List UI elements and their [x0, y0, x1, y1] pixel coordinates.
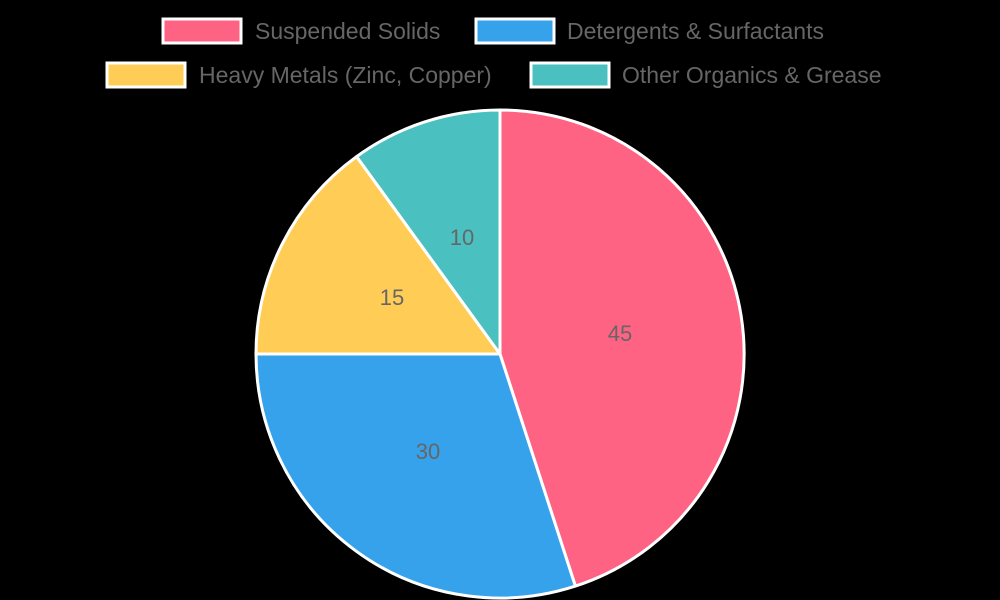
slice-heavy-metals[interactable] — [254, 155, 502, 356]
slice-other-organics[interactable] — [355, 108, 502, 356]
legend-swatch — [105, 61, 187, 89]
legend-label: Detergents & Surfactants — [567, 18, 824, 44]
legend-item-other-organics[interactable]: Other Organics & Grease — [529, 61, 882, 89]
legend-label: Other Organics & Grease — [622, 62, 882, 88]
legend-label: Suspended Solids — [255, 18, 440, 44]
legend-item-heavy-metals[interactable]: Heavy Metals (Zinc, Copper) — [105, 61, 492, 89]
legend-item-suspended-solids[interactable]: Suspended Solids — [161, 17, 440, 45]
slice-labels: 45 30 15 10 — [380, 225, 632, 464]
slice-value-label: 30 — [416, 439, 440, 464]
pie — [254, 108, 746, 600]
slice-value-label: 45 — [608, 321, 632, 346]
legend: Suspended Solids Detergents & Surfactant… — [105, 17, 882, 89]
legend-item-detergents[interactable]: Detergents & Surfactants — [474, 17, 824, 45]
legend-swatch — [529, 61, 611, 89]
slice-detergents-surfactants[interactable] — [254, 352, 577, 600]
slice-suspended-solids[interactable] — [498, 108, 746, 588]
slice-value-label: 10 — [450, 225, 474, 250]
legend-swatch — [474, 17, 556, 45]
legend-swatch — [161, 17, 243, 45]
legend-label: Heavy Metals (Zinc, Copper) — [199, 62, 492, 88]
slice-value-label: 15 — [380, 285, 404, 310]
